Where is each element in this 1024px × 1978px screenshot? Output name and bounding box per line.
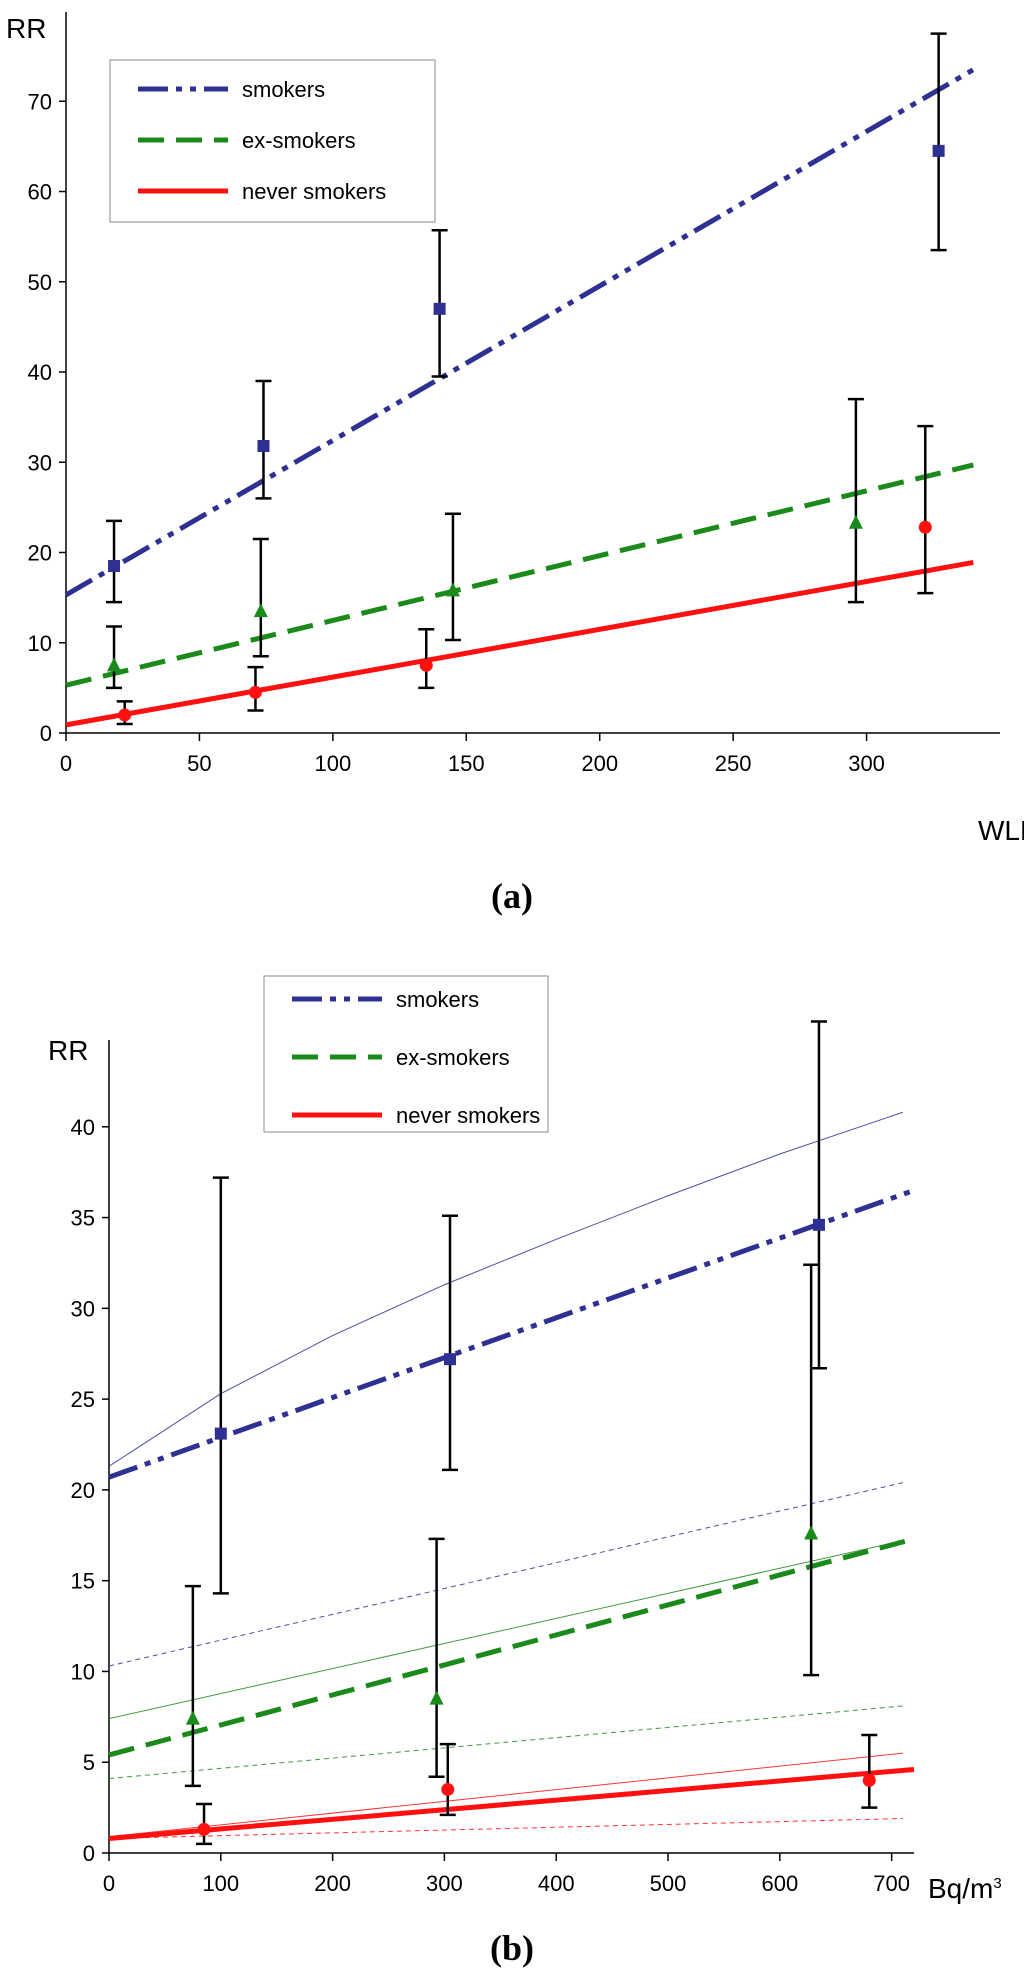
data-point-ex-smokers	[185, 1710, 200, 1725]
data-point-ex-smokers	[445, 582, 460, 597]
y-tick-label: 60	[28, 180, 52, 205]
data-point-never-smokers	[862, 1773, 876, 1787]
data-point-smokers	[444, 1353, 457, 1366]
legend-label-ex-smokers: ex-smokers	[396, 1045, 510, 1070]
data-point-never-smokers	[118, 708, 132, 722]
y-tick-label: 50	[28, 270, 52, 295]
y-tick-label: 20	[71, 1478, 95, 1503]
chart-panel-a: 0 50 100 150 200 250 300 0 10 20 30 40 50 60 70 RR WLM sm…	[6, 12, 1024, 916]
y-tick-label: 20	[28, 541, 52, 566]
legend-box	[263, 975, 549, 1133]
lower-bound-ex-smokers	[108, 1705, 903, 1780]
x-tick-label: 50	[187, 751, 211, 776]
legend-label-ex-smokers: ex-smokers	[242, 128, 356, 153]
x-axis-label: Bq/m3	[928, 1873, 1002, 1904]
x-tick-label: 250	[715, 751, 752, 776]
fit-line-smokers	[108, 1187, 915, 1480]
x-axis-label: WLM	[978, 815, 1024, 846]
y-tick-label: 10	[71, 1659, 95, 1684]
y-tick-label: 0	[40, 721, 52, 746]
upper-bound-smokers	[108, 1111, 903, 1467]
legend-label-never-smokers: never smokers	[242, 179, 386, 204]
y-tick-label: 10	[28, 631, 52, 656]
x-tick-label: 0	[103, 1871, 115, 1896]
fit-line-ex-smokers	[108, 1536, 915, 1758]
y-tick-label: 30	[28, 450, 52, 475]
data-point-smokers	[214, 1427, 227, 1440]
x-tick-label: 200	[581, 751, 618, 776]
data-point-never-smokers	[197, 1822, 211, 1836]
x-tick-label: 500	[650, 1871, 687, 1896]
data-point-never-smokers	[441, 1782, 455, 1796]
legend-label-never-smokers: never smokers	[396, 1103, 540, 1128]
data-point-smokers	[932, 144, 945, 157]
x-tick-label: 100	[314, 751, 351, 776]
data-point-never-smokers	[419, 658, 433, 672]
x-tick-label: 700	[873, 1871, 910, 1896]
data-point-never-smokers	[248, 685, 262, 699]
data-point-smokers	[812, 1218, 825, 1231]
x-tick-label: 400	[538, 1871, 575, 1896]
data-point-ex-smokers	[848, 514, 863, 529]
y-tick-label: 25	[71, 1387, 95, 1412]
data-point-ex-smokers	[429, 1690, 444, 1705]
lower-bound-never-smokers	[108, 1818, 903, 1839]
legend-label-smokers: smokers	[396, 987, 479, 1012]
y-axis-label: RR	[6, 13, 46, 44]
legend-label-smokers: smokers	[242, 77, 325, 102]
x-tick-label: 100	[202, 1871, 239, 1896]
x-tick-label: 200	[314, 1871, 351, 1896]
x-tick-label: 150	[448, 751, 485, 776]
panel-label: (b)	[490, 1928, 534, 1968]
x-tick-label: 300	[426, 1871, 463, 1896]
x-tick-label: 300	[848, 751, 885, 776]
y-tick-label: 0	[83, 1841, 95, 1866]
fit-line-never-smokers	[108, 1766, 915, 1841]
lower-bound-smokers	[108, 1482, 903, 1667]
y-tick-label: 40	[28, 360, 52, 385]
y-axis-label: RR	[48, 1035, 88, 1066]
x-tick-label: 600	[761, 1871, 798, 1896]
data-point-smokers	[433, 302, 446, 315]
fit-line-ex-smokers	[65, 462, 974, 688]
y-tick-label: 35	[71, 1206, 95, 1231]
upper-bound-never-smokers	[108, 1752, 903, 1838]
upper-bound-ex-smokers	[108, 1540, 903, 1720]
y-tick-label: 15	[71, 1569, 95, 1594]
fit-line-never-smokers	[65, 559, 974, 728]
chart-panel-b: 0 100 200 300 400 500 600 700 0 5 10 15 20 25 30 35 40 RR…	[48, 975, 1002, 1968]
data-point-ex-smokers	[253, 603, 268, 618]
y-tick-label: 70	[28, 89, 52, 114]
fit-line-smokers	[64, 67, 975, 598]
data-point-ex-smokers	[107, 657, 122, 672]
data-point-smokers	[108, 560, 121, 573]
y-tick-label: 30	[71, 1296, 95, 1321]
x-tick-label: 0	[60, 751, 72, 776]
data-point-never-smokers	[918, 520, 932, 534]
data-point-ex-smokers	[804, 1525, 819, 1540]
y-tick-label: 40	[71, 1115, 95, 1140]
data-point-smokers	[257, 440, 270, 453]
x-axis-label-superscript: 3	[993, 1875, 1001, 1892]
panel-label: (a)	[491, 876, 533, 916]
y-tick-label: 5	[83, 1750, 95, 1775]
